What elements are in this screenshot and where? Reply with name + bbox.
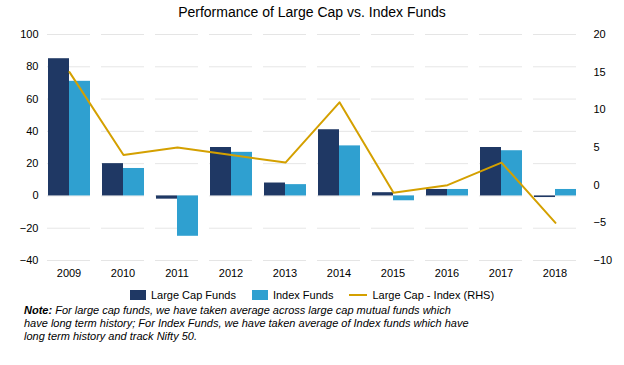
svg-text:20: 20 [594,28,606,40]
svg-text:−20: −20 [20,222,39,234]
svg-text:2012: 2012 [219,267,243,279]
svg-text:2009: 2009 [57,267,81,279]
svg-text:2013: 2013 [273,267,297,279]
svg-text:−5: −5 [594,216,607,228]
svg-text:2017: 2017 [489,267,513,279]
svg-text:0: 0 [32,189,38,201]
svg-text:40: 40 [26,125,38,137]
svg-text:−10: −10 [594,254,613,266]
svg-text:2014: 2014 [327,267,351,279]
svg-text:−40: −40 [20,254,39,266]
svg-text:10: 10 [594,103,606,115]
html-text:have long term history; For In: have long term history; For Index Funds,… [24,317,469,329]
html-text:Large Cap Funds: Large Cap Funds [150,289,236,301]
svg-text:20: 20 [26,157,38,169]
svg-text:2011: 2011 [165,267,189,279]
svg-text:0: 0 [594,179,600,191]
svg-text:60: 60 [26,93,38,105]
svg-text:15: 15 [594,66,606,78]
svg-text:2018: 2018 [543,267,567,279]
svg-text:2010: 2010 [111,267,135,279]
html-text:Note: For large cap funds, we: Note: For large cap funds, we have taken… [24,304,451,316]
html-text:Performance of Large Cap vs. I: Performance of Large Cap vs. Index Funds [178,4,446,20]
svg-text:2015: 2015 [381,267,405,279]
svg-text:100: 100 [20,28,38,40]
svg-text:80: 80 [26,60,38,72]
svg-text:5: 5 [594,141,600,153]
html-text:Index Funds: Index Funds [272,289,334,301]
html-text:long term history and track Ni: long term history and track Nifty 50. [24,330,197,342]
html-text:Large Cap - Index (RHS): Large Cap - Index (RHS) [372,289,495,301]
svg-text:2016: 2016 [435,267,459,279]
